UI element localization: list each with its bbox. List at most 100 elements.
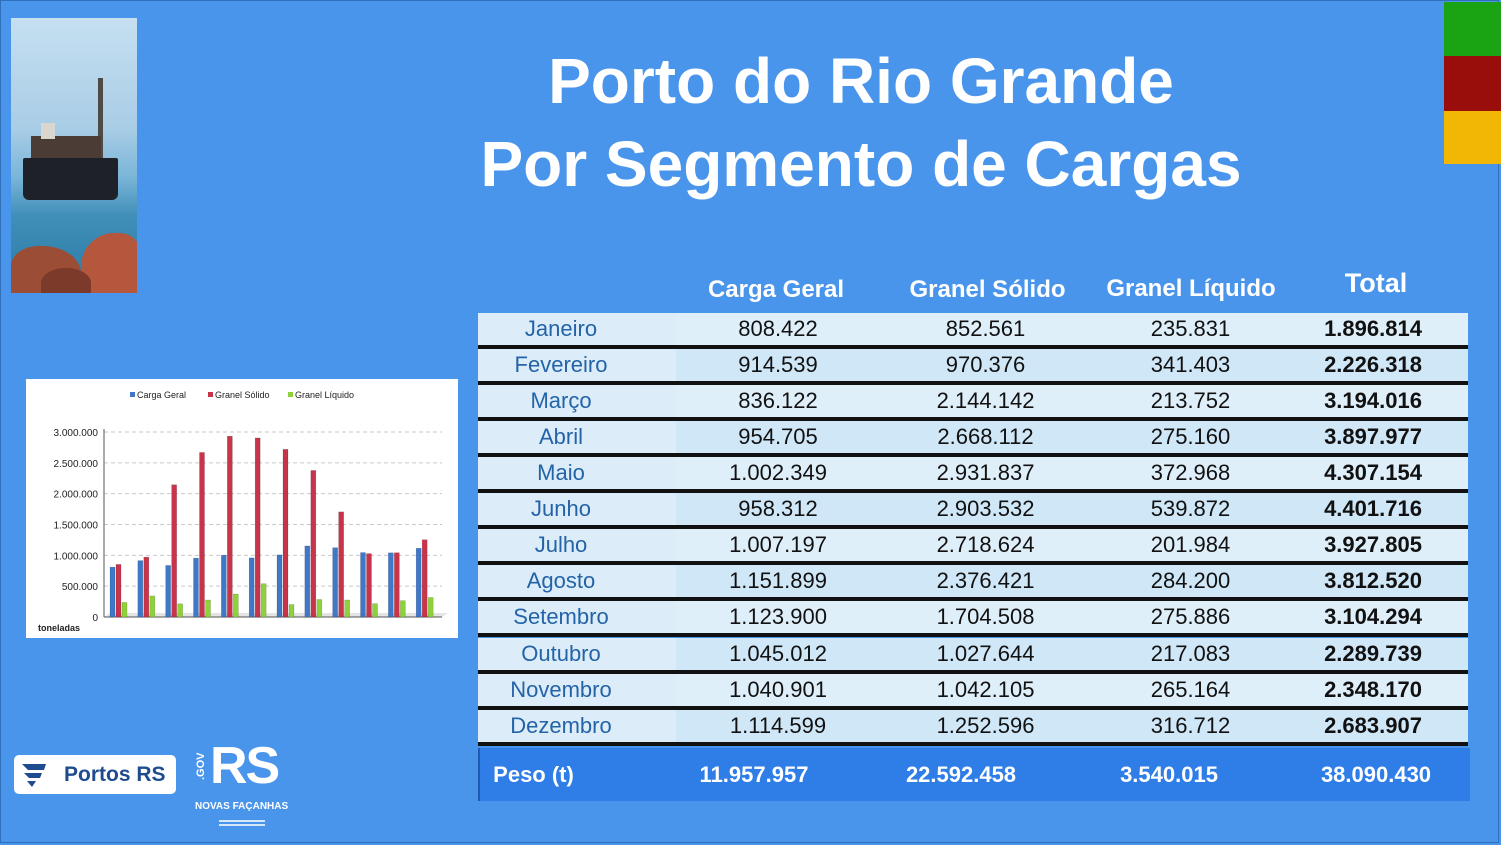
cell-granel-solido: 2.931.837 bbox=[936, 460, 1035, 485]
cell-total: 3.104.294 bbox=[1324, 604, 1422, 629]
cell-granel-liquido: 316.712 bbox=[1150, 713, 1231, 738]
cell-total: 4.401.716 bbox=[1324, 496, 1422, 521]
legend-swatch bbox=[130, 392, 135, 397]
cell-carga-geral: 1.007.197 bbox=[729, 532, 827, 557]
bar bbox=[109, 566, 116, 618]
month-cell bbox=[478, 313, 676, 345]
cell-granel-liquido: 265.164 bbox=[1150, 677, 1231, 702]
cell-granel-solido: 2.376.421 bbox=[936, 568, 1035, 593]
cell-granel-liquido: 201.984 bbox=[1150, 532, 1231, 557]
legend-label: Carga Geral bbox=[137, 390, 186, 400]
bar bbox=[193, 557, 199, 618]
bar bbox=[344, 599, 350, 618]
cell-granel-solido: 1.042.105 bbox=[936, 677, 1035, 702]
portos-rs-logo: Portos RS bbox=[14, 755, 176, 794]
bar bbox=[221, 554, 227, 618]
cell-granel-liquido: 341.403 bbox=[1150, 352, 1231, 377]
title-line-1: Porto do Rio Grande bbox=[548, 45, 1174, 117]
bar bbox=[137, 560, 144, 618]
month-label: Fevereiro bbox=[514, 352, 608, 377]
gov-rs-logo: .GOV RS NOVAS FAÇANHAS bbox=[195, 737, 295, 836]
month-label: Julho bbox=[534, 532, 588, 557]
col-header-granel-liquido: Granel Líquido bbox=[1106, 275, 1276, 302]
cell-granel-liquido: 539.872 bbox=[1150, 496, 1231, 521]
legend-swatch bbox=[208, 392, 213, 397]
bar bbox=[394, 552, 400, 618]
y-tick-label: 1.000.000 bbox=[54, 551, 99, 562]
col-header-total: Total bbox=[1344, 268, 1408, 298]
table-row: Julho 1.007.197 2.718.624 201.984 3.927.… bbox=[478, 529, 1468, 565]
cell-total: 3.897.977 bbox=[1324, 424, 1422, 449]
month-label: Junho bbox=[531, 496, 591, 521]
platform-mast bbox=[98, 78, 103, 160]
y-tick-label: 500.000 bbox=[62, 582, 99, 593]
bar bbox=[260, 583, 267, 618]
cell-carga-geral: 1.002.349 bbox=[729, 460, 827, 485]
cell-granel-liquido: 217.083 bbox=[1150, 641, 1231, 666]
total-carga-geral: 11.957.957 bbox=[699, 762, 809, 787]
month-cell bbox=[478, 457, 676, 489]
bar bbox=[276, 554, 283, 618]
bar bbox=[288, 604, 295, 618]
cell-granel-liquido: 275.160 bbox=[1150, 424, 1231, 449]
month-label: Janeiro bbox=[524, 316, 598, 341]
month-label: Outubro bbox=[521, 641, 601, 666]
cell-total: 3.194.016 bbox=[1324, 388, 1422, 413]
month-cell bbox=[478, 349, 676, 381]
bar bbox=[254, 437, 261, 618]
table-row: Maio 1.002.349 2.931.837 372.968 4.307.1… bbox=[478, 457, 1468, 493]
table-row: Setembro 1.123.900 1.704.508 275.886 3.1… bbox=[478, 601, 1468, 637]
bar bbox=[165, 565, 171, 618]
bar bbox=[366, 553, 372, 618]
bar bbox=[338, 511, 344, 618]
month-cell bbox=[478, 674, 676, 706]
total-granel-liquido: 3.540.015 bbox=[1120, 762, 1218, 787]
cell-total: 3.812.520 bbox=[1324, 568, 1422, 593]
table-row: Abril 954.705 2.668.112 275.160 3.897.97… bbox=[478, 421, 1468, 457]
cell-granel-solido: 852.561 bbox=[945, 316, 1026, 341]
table-row: Janeiro 808.422 852.561 235.831 1.896.81… bbox=[478, 313, 1468, 349]
y-tick-label: 2.000.000 bbox=[54, 490, 99, 501]
total-label: Peso (t) bbox=[493, 762, 574, 787]
y-tick-label: 0 bbox=[92, 613, 98, 624]
month-cell bbox=[478, 385, 676, 417]
legend-label: Granel Líquido bbox=[295, 390, 354, 400]
month-cell bbox=[478, 529, 676, 561]
flag-stripe-red bbox=[1444, 56, 1501, 111]
month-cell bbox=[478, 710, 676, 742]
port-photo bbox=[11, 18, 137, 293]
cell-carga-geral: 1.040.901 bbox=[729, 677, 827, 702]
bar-chart-svg: 0 500.000 1.000.000 1.500.000 2.000.000 2.500… bbox=[38, 390, 448, 633]
platform-deck bbox=[31, 136, 101, 160]
cell-carga-geral: 958.312 bbox=[738, 496, 818, 521]
portos-rs-icon bbox=[22, 764, 46, 787]
col-header-granel-solido: Granel Sólido bbox=[909, 276, 1066, 303]
bar bbox=[316, 599, 323, 618]
month-cell bbox=[478, 601, 676, 633]
title-line-2: Por Segmento de Cargas bbox=[480, 128, 1242, 200]
month-label: Novembro bbox=[510, 677, 612, 702]
bar bbox=[171, 484, 177, 618]
bar bbox=[248, 557, 255, 618]
cell-total: 4.307.154 bbox=[1324, 460, 1422, 485]
cell-carga-geral: 954.705 bbox=[738, 424, 818, 449]
cell-carga-geral: 808.422 bbox=[738, 316, 818, 341]
y-axis-label: toneladas bbox=[38, 623, 80, 633]
bar bbox=[177, 603, 183, 618]
bar bbox=[372, 603, 378, 618]
table-row: Fevereiro 914.539 970.376 341.403 2.226.… bbox=[478, 349, 1468, 385]
total-total: 38.090.430 bbox=[1320, 762, 1432, 787]
cell-carga-geral: 836.122 bbox=[738, 388, 818, 413]
bar bbox=[227, 435, 233, 618]
platform-tower bbox=[41, 123, 55, 139]
slogan-text: NOVAS FAÇANHAS bbox=[195, 801, 289, 812]
table-row: Agosto 1.151.899 2.376.421 284.200 3.812… bbox=[478, 565, 1468, 601]
month-cell bbox=[478, 638, 676, 670]
month-label: Março bbox=[530, 388, 592, 413]
flag-stripe-green bbox=[1444, 2, 1501, 56]
cell-total: 1.896.814 bbox=[1324, 316, 1422, 341]
cell-carga-geral: 1.114.599 bbox=[729, 713, 827, 738]
cell-granel-solido: 2.668.112 bbox=[937, 424, 1034, 449]
bar bbox=[310, 470, 317, 618]
bar bbox=[427, 597, 434, 618]
